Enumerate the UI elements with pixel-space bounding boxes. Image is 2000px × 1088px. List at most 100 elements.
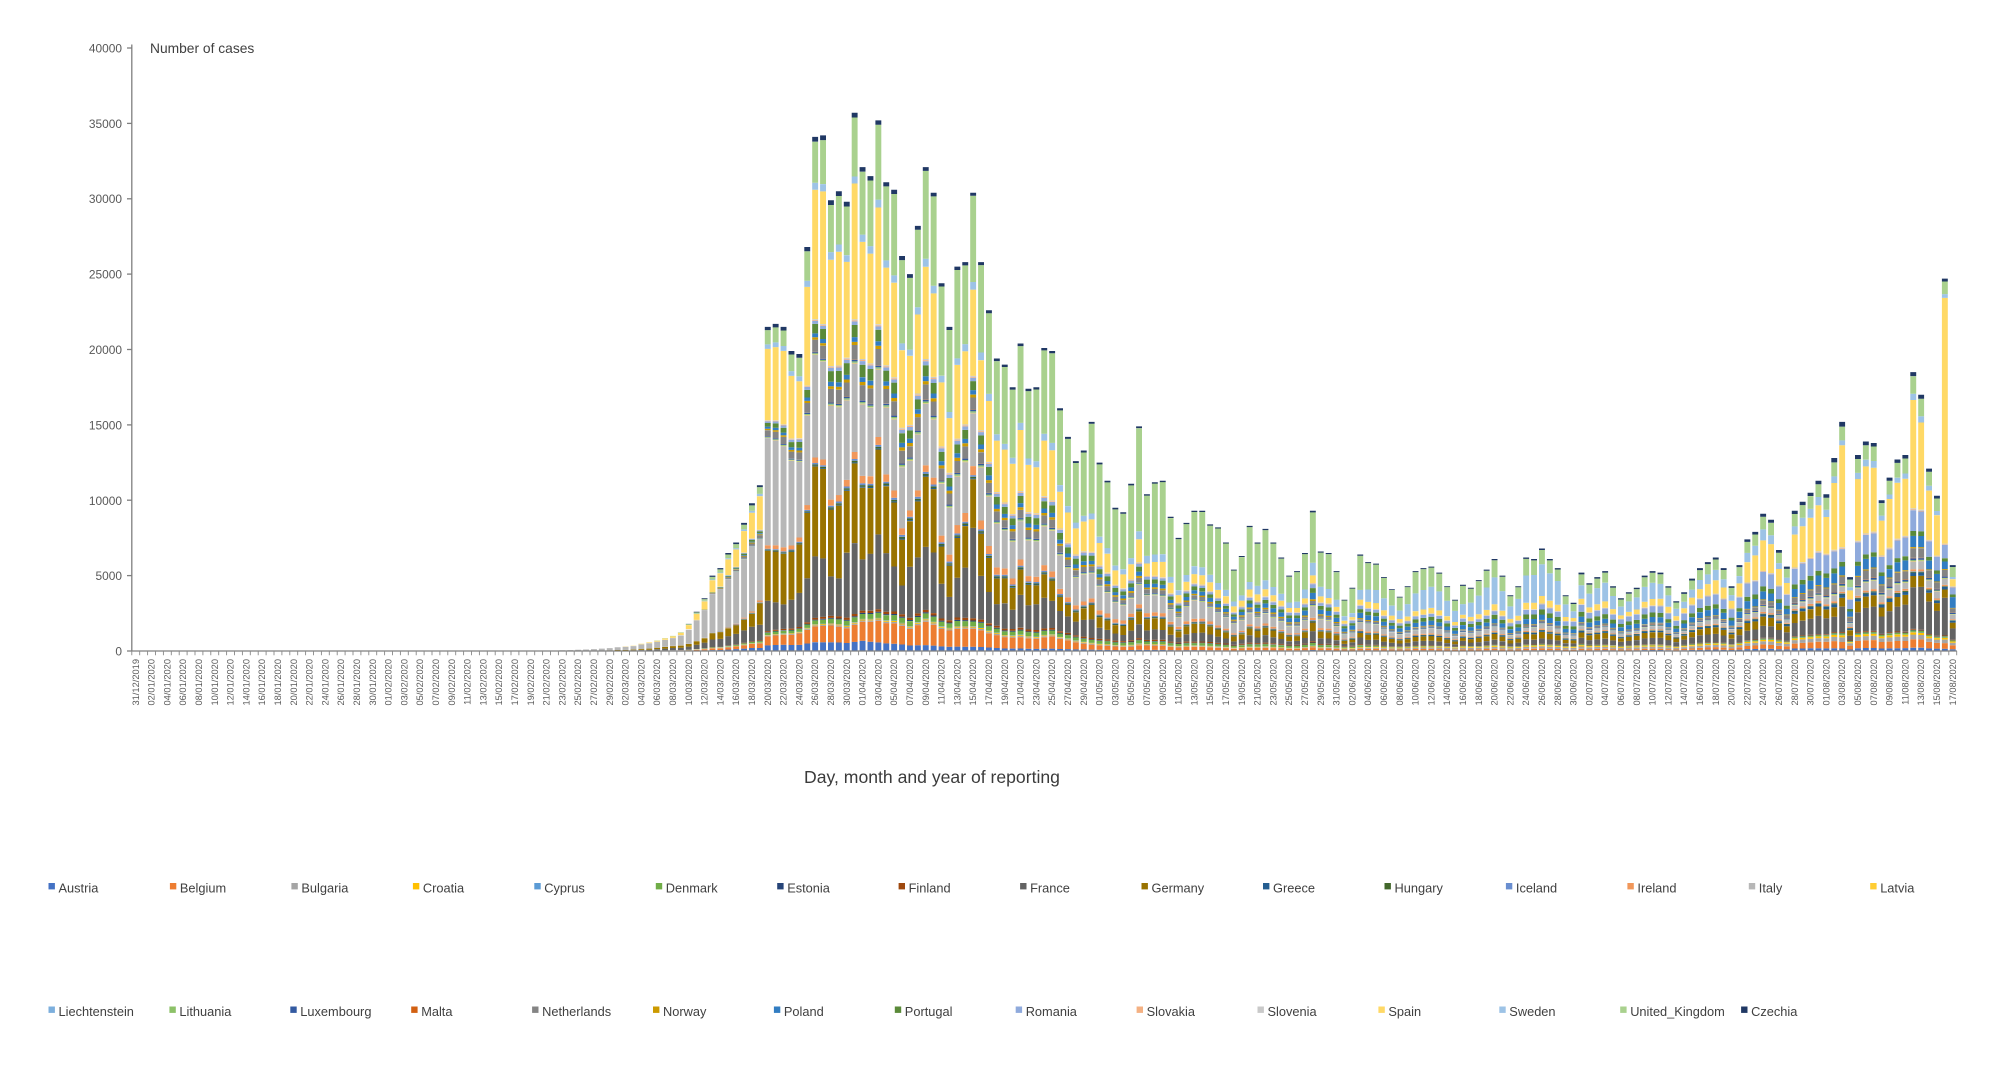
- svg-text:27/04/2020: 27/04/2020: [1063, 659, 1073, 706]
- svg-text:01/04/2020: 01/04/2020: [858, 659, 868, 706]
- svg-text:07/05/2020: 07/05/2020: [1142, 659, 1152, 706]
- svg-text:04/06/2020: 04/06/2020: [1363, 659, 1373, 706]
- svg-text:25000: 25000: [89, 268, 122, 282]
- svg-text:10/07/2020: 10/07/2020: [1648, 659, 1658, 706]
- svg-text:30/01/2020: 30/01/2020: [368, 659, 378, 706]
- svg-text:18/07/2020: 18/07/2020: [1711, 659, 1721, 706]
- svg-text:19/04/2020: 19/04/2020: [1000, 659, 1010, 706]
- svg-text:24/01/2020: 24/01/2020: [320, 659, 330, 706]
- svg-text:21/05/2020: 21/05/2020: [1253, 659, 1263, 706]
- svg-text:Czechia: Czechia: [1751, 1004, 1798, 1019]
- svg-text:10/01/2020: 10/01/2020: [210, 659, 220, 706]
- svg-text:20/01/2020: 20/01/2020: [289, 659, 299, 706]
- svg-text:Lithuania: Lithuania: [179, 1004, 232, 1019]
- svg-text:28/06/2020: 28/06/2020: [1553, 659, 1563, 706]
- svg-text:Sweden: Sweden: [1509, 1004, 1555, 1019]
- svg-text:09/08/2020: 09/08/2020: [1885, 659, 1895, 706]
- svg-text:Norway: Norway: [663, 1004, 707, 1019]
- svg-text:19/05/2020: 19/05/2020: [1237, 659, 1247, 706]
- svg-text:30/07/2020: 30/07/2020: [1806, 659, 1816, 706]
- svg-text:05/08/2020: 05/08/2020: [1853, 659, 1863, 706]
- svg-text:14/03/2020: 14/03/2020: [715, 659, 725, 706]
- svg-text:09/05/2020: 09/05/2020: [1158, 659, 1168, 706]
- svg-text:Estonia: Estonia: [787, 881, 831, 896]
- svg-text:United_Kingdom: United_Kingdom: [1630, 1004, 1725, 1019]
- svg-text:Luxembourg: Luxembourg: [300, 1004, 371, 1019]
- svg-text:11/04/2020: 11/04/2020: [937, 659, 947, 705]
- svg-text:21/02/2020: 21/02/2020: [542, 659, 552, 706]
- svg-text:Portugal: Portugal: [905, 1004, 953, 1019]
- svg-text:05/04/2020: 05/04/2020: [889, 659, 899, 706]
- svg-text:Bulgaria: Bulgaria: [301, 881, 349, 896]
- svg-text:Liechtenstein: Liechtenstein: [59, 1004, 134, 1019]
- svg-text:Belgium: Belgium: [180, 881, 226, 896]
- svg-text:10000: 10000: [89, 494, 122, 508]
- svg-text:13/04/2020: 13/04/2020: [952, 659, 962, 706]
- svg-text:12/03/2020: 12/03/2020: [700, 659, 710, 706]
- svg-text:26/06/2020: 26/06/2020: [1537, 659, 1547, 706]
- svg-text:22/01/2020: 22/01/2020: [305, 659, 315, 706]
- svg-text:20/07/2020: 20/07/2020: [1727, 659, 1737, 706]
- svg-text:24/06/2020: 24/06/2020: [1521, 659, 1531, 706]
- svg-text:28/03/2020: 28/03/2020: [826, 659, 836, 706]
- svg-text:08/07/2020: 08/07/2020: [1632, 659, 1642, 706]
- svg-text:Finland: Finland: [909, 881, 951, 896]
- svg-text:04/03/2020: 04/03/2020: [636, 659, 646, 706]
- svg-text:25/05/2020: 25/05/2020: [1284, 659, 1294, 706]
- svg-text:06/03/2020: 06/03/2020: [652, 659, 662, 706]
- svg-text:28/07/2020: 28/07/2020: [1790, 659, 1800, 706]
- svg-text:Croatia: Croatia: [423, 881, 465, 896]
- svg-text:17/08/2020: 17/08/2020: [1948, 659, 1958, 706]
- svg-text:17/02/2020: 17/02/2020: [510, 659, 520, 706]
- svg-text:17/04/2020: 17/04/2020: [984, 659, 994, 706]
- svg-text:07/04/2020: 07/04/2020: [905, 659, 915, 706]
- svg-text:0: 0: [115, 645, 122, 659]
- svg-text:Hungary: Hungary: [1395, 881, 1444, 896]
- svg-text:40000: 40000: [89, 42, 122, 56]
- svg-text:Netherlands: Netherlands: [542, 1004, 611, 1019]
- svg-text:10/03/2020: 10/03/2020: [684, 659, 694, 706]
- svg-text:23/04/2020: 23/04/2020: [1031, 659, 1041, 706]
- svg-text:30/03/2020: 30/03/2020: [842, 659, 852, 706]
- svg-text:08/03/2020: 08/03/2020: [668, 659, 678, 706]
- svg-text:16/01/2020: 16/01/2020: [257, 659, 267, 706]
- svg-text:27/05/2020: 27/05/2020: [1300, 659, 1310, 706]
- svg-text:Italy: Italy: [1759, 881, 1783, 896]
- svg-text:13/08/2020: 13/08/2020: [1916, 659, 1926, 706]
- svg-text:France: France: [1030, 881, 1070, 896]
- svg-text:16/03/2020: 16/03/2020: [731, 659, 741, 706]
- svg-text:25/04/2020: 25/04/2020: [1047, 659, 1057, 706]
- svg-text:09/02/2020: 09/02/2020: [447, 659, 457, 706]
- svg-text:22/07/2020: 22/07/2020: [1742, 659, 1752, 706]
- svg-text:18/01/2020: 18/01/2020: [273, 659, 283, 706]
- svg-text:15/02/2020: 15/02/2020: [494, 659, 504, 706]
- svg-text:06/01/2020: 06/01/2020: [178, 659, 188, 706]
- svg-text:26/03/2020: 26/03/2020: [810, 659, 820, 706]
- svg-text:09/04/2020: 09/04/2020: [921, 659, 931, 706]
- svg-text:03/08/2020: 03/08/2020: [1837, 659, 1847, 706]
- svg-text:03/05/2020: 03/05/2020: [1110, 659, 1120, 706]
- svg-text:08/01/2020: 08/01/2020: [194, 659, 204, 706]
- svg-text:15/05/2020: 15/05/2020: [1205, 659, 1215, 706]
- svg-text:29/04/2020: 29/04/2020: [1079, 659, 1089, 706]
- svg-text:Ireland: Ireland: [1637, 881, 1676, 896]
- svg-text:Cyprus: Cyprus: [544, 881, 585, 896]
- svg-text:01/05/2020: 01/05/2020: [1095, 659, 1105, 706]
- svg-text:12/01/2020: 12/01/2020: [226, 659, 236, 706]
- svg-text:35000: 35000: [89, 117, 122, 131]
- svg-text:16/06/2020: 16/06/2020: [1458, 659, 1468, 706]
- svg-text:Spain: Spain: [1388, 1004, 1421, 1019]
- svg-text:20/03/2020: 20/03/2020: [763, 659, 773, 706]
- svg-text:Poland: Poland: [784, 1004, 824, 1019]
- svg-text:Latvia: Latvia: [1880, 881, 1915, 896]
- svg-text:06/07/2020: 06/07/2020: [1616, 659, 1626, 706]
- svg-text:17/05/2020: 17/05/2020: [1221, 659, 1231, 706]
- svg-text:Austria: Austria: [59, 881, 100, 896]
- svg-text:03/02/2020: 03/02/2020: [399, 659, 409, 706]
- svg-text:Denmark: Denmark: [666, 881, 719, 896]
- svg-text:28/01/2020: 28/01/2020: [352, 659, 362, 706]
- svg-text:15/08/2020: 15/08/2020: [1932, 659, 1942, 706]
- svg-text:30/06/2020: 30/06/2020: [1569, 659, 1579, 706]
- svg-text:14/01/2020: 14/01/2020: [241, 659, 251, 706]
- svg-text:01/02/2020: 01/02/2020: [384, 659, 394, 706]
